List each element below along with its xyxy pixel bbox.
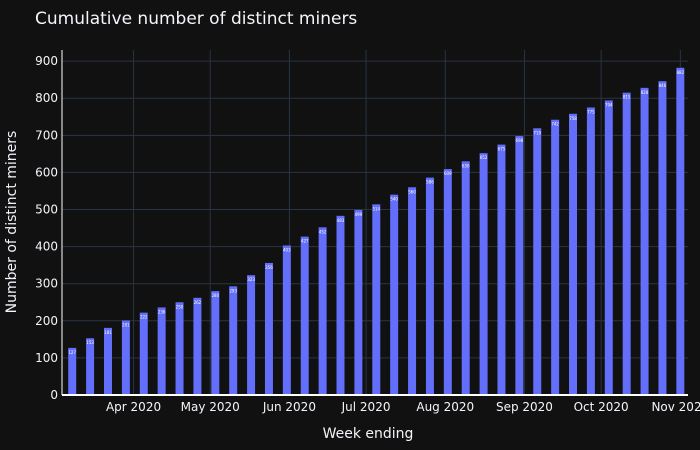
y-tick-label: 100 [35,351,58,365]
x-tick-label: Jul 2020 [341,400,391,414]
bar [68,347,77,395]
bar [408,187,417,395]
bar [390,194,399,395]
bar-value-label: 675 [498,147,506,152]
bar-value-label: 698 [516,138,524,143]
bar-value-label: 586 [426,180,434,185]
bars-layer: 127 153 181 201 222 236 250 262 280 293 323 356 403 4… [68,67,685,396]
bar-value-label: 514 [372,206,380,211]
bar [622,92,631,396]
y-tick-label: 600 [35,165,58,179]
bar-value-label: 403 [283,248,291,253]
bar-value-label: 222 [140,315,148,320]
bar-value-label: 250 [176,304,184,309]
y-tick-label: 200 [35,314,58,328]
bar [497,144,506,395]
bar-value-label: 452 [319,229,327,234]
bar [569,113,578,395]
bar-value-label: 323 [247,277,255,282]
bar-value-label: 882 [677,70,685,75]
y-tick-label: 700 [35,128,58,142]
bar-value-label: 758 [569,116,577,121]
bar [282,245,291,395]
bar-value-label: 356 [265,265,273,270]
bar-value-label: 652 [480,155,488,160]
chart-title: Cumulative number of distinct miners [35,9,357,29]
bar-value-label: 427 [301,239,309,244]
bar [425,177,434,395]
bar-value-label: 719 [533,130,541,135]
bar [86,338,95,395]
bar-value-label: 560 [408,189,416,194]
y-tick-label: 300 [35,277,58,291]
y-tick-label: 0 [50,388,58,402]
bar [336,215,345,395]
bar-value-label: 775 [587,110,595,115]
x-tick-label: May 2020 [181,400,240,414]
bar-value-label: 499 [355,212,363,217]
bar [157,307,166,395]
bar [229,286,238,395]
bar [103,327,112,395]
bar [604,100,613,396]
bar-value-label: 201 [122,322,130,327]
bar [676,67,685,395]
y-tick-label: 400 [35,240,58,254]
x-tick-label: Oct 2020 [574,400,629,414]
bar-value-label: 483 [337,218,345,223]
bar [515,136,524,395]
x-tick-label: Jun 2020 [262,400,316,414]
bar [121,320,130,395]
bar [211,291,220,395]
x-tick-label: Nov 2020 [651,400,700,414]
bar-value-label: 181 [104,330,112,335]
bar-value-label: 609 [444,171,452,176]
bar-value-label: 127 [68,350,76,355]
bar-value-label: 630 [462,163,470,168]
axis-layer: Apr 2020 May 2020 Jun 2020 Jul 2020 Aug 2020… [35,50,700,414]
bar [175,302,184,395]
bar [658,81,667,396]
bar-value-label: 540 [390,197,398,202]
bar [247,275,256,395]
bar-value-label: 742 [551,122,559,127]
bar [300,236,309,395]
bar [372,204,381,395]
bar-value-label: 794 [605,102,613,107]
bar-value-label: 828 [641,90,649,95]
bar-value-label: 815 [623,95,631,100]
bar [318,227,327,395]
y-axis-title: Number of distinct miners [4,131,20,314]
x-tick-label: Sep 2020 [496,400,553,414]
bar [586,107,595,395]
x-axis-title: Week ending [323,426,414,442]
y-tick-label: 800 [35,91,58,105]
y-tick-label: 900 [35,54,58,68]
bar-value-label: 262 [194,300,202,305]
bar [443,169,452,395]
bar [354,209,363,395]
x-tick-label: Apr 2020 [106,400,161,414]
x-tick-label: Aug 2020 [416,400,474,414]
bar-value-label: 280 [211,293,219,298]
bar [139,312,148,395]
bar-value-label: 236 [158,309,166,314]
bar [461,161,470,395]
bar-value-label: 293 [229,288,237,293]
bar [479,153,488,395]
bar [264,262,273,395]
bar [551,119,560,395]
y-tick-label: 500 [35,203,58,217]
bar-value-label: 153 [86,340,94,345]
bar [533,128,542,395]
bar [193,297,202,395]
bar-value-label: 846 [659,83,667,88]
bar [640,87,649,395]
